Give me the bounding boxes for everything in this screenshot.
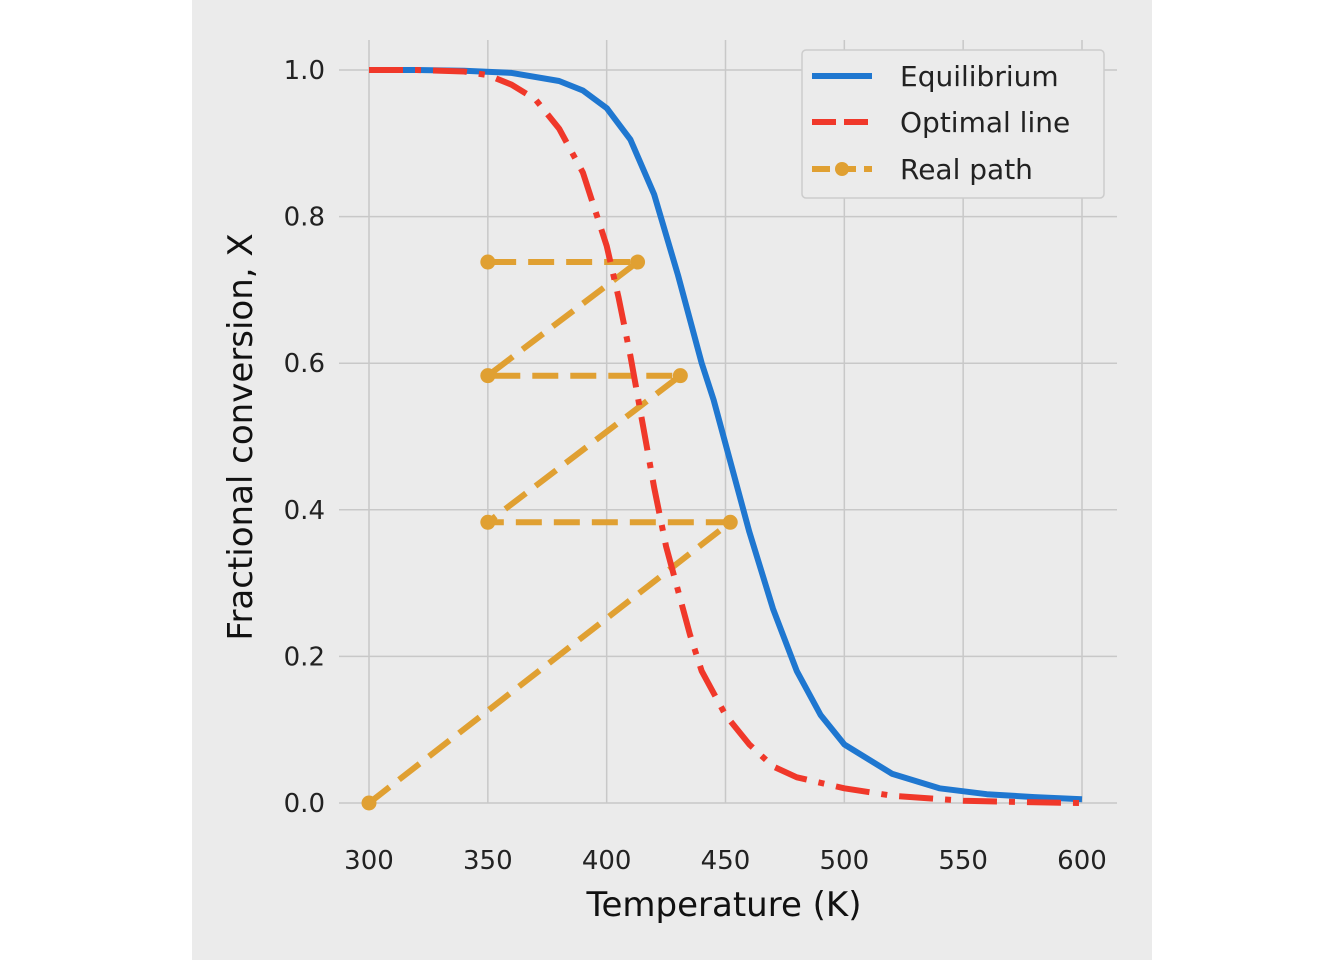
series-layer	[361, 67, 1083, 811]
figure: 300 350 400 450 500 550 600 0.0 0.2 0.4 0.6 0.8 1.0…	[192, 0, 1152, 960]
series-line-real-path	[367, 259, 734, 806]
series-line-optimal-line	[369, 67, 1083, 806]
x-tick-label: 500	[820, 846, 870, 876]
chart: 300 350 400 450 500 550 600 0.0 0.2 0.4 0.6 0.8 1.0…	[221, 40, 1117, 925]
legend-label-equilibrium: Equilibrium	[900, 60, 1059, 93]
legend-box	[801, 49, 1105, 199]
x-tick-label: 300	[344, 846, 394, 876]
y-tick-label: 0.0	[284, 789, 325, 819]
x-tick-label: 400	[582, 846, 632, 876]
series-line-equilibrium	[369, 67, 1083, 803]
y-tick-label: 0.8	[284, 203, 325, 233]
x-tick-label: 550	[938, 846, 988, 876]
real-path-point	[361, 795, 377, 811]
real-path-point	[672, 368, 688, 384]
y-axis-label: Fractional conversion, X	[221, 233, 261, 640]
real-path-point	[722, 514, 738, 530]
y-tick-label: 0.4	[284, 496, 325, 526]
real-path-point	[630, 254, 646, 270]
real-path-point	[480, 254, 496, 270]
legend-marker-real-path	[835, 162, 849, 176]
y-tick-label: 1.0	[284, 56, 325, 86]
x-tick-label: 350	[463, 846, 513, 876]
y-tick-labels: 0.0 0.2 0.4 0.6 0.8 1.0	[284, 56, 325, 819]
legend: Equilibrium Optimal line Real path	[801, 49, 1105, 199]
x-tick-label: 450	[701, 846, 751, 876]
legend-label-real-path: Real path	[900, 153, 1033, 186]
x-axis-label: Temperature (K)	[585, 885, 861, 925]
real-path-point	[480, 368, 496, 384]
y-tick-label: 0.6	[284, 349, 325, 379]
y-tick-label: 0.2	[284, 642, 325, 672]
real-path-point	[480, 514, 496, 530]
legend-label-optimal-line: Optimal line	[900, 106, 1070, 139]
x-tick-label: 600	[1057, 846, 1107, 876]
x-tick-labels: 300 350 400 450 500 550 600	[344, 846, 1107, 876]
